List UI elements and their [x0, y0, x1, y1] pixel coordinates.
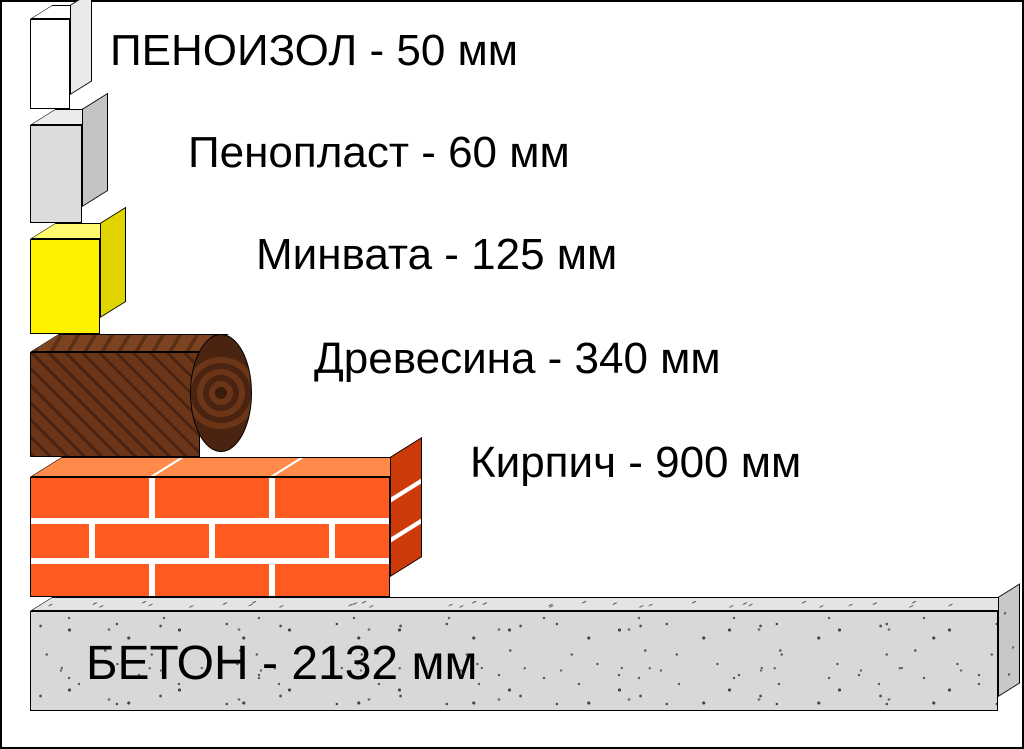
penoizol-front-face — [30, 19, 70, 109]
minvata-front-face — [30, 239, 100, 334]
wood-front-face — [30, 352, 200, 457]
wood-block — [30, 352, 200, 457]
penoplast-block — [30, 125, 82, 223]
brick-label: Кирпич - 900 мм — [470, 438, 801, 488]
penoizol-label: ПЕНОИЗОЛ - 50 мм — [110, 26, 518, 76]
brick-block — [30, 477, 390, 597]
minvata-label: Минвата - 125 мм — [256, 230, 617, 280]
penoplast-side-face — [82, 93, 108, 207]
penoplast-label: Пенопласт - 60 мм — [188, 128, 570, 178]
concrete-top-face — [30, 597, 1020, 611]
brick-front-face — [30, 477, 390, 597]
concrete-label: БЕТОН - 2132 мм — [86, 636, 477, 691]
wood-log-end — [190, 334, 252, 452]
wood-label: Древесина - 340 мм — [314, 334, 721, 384]
penoizol-side-face — [70, 0, 92, 95]
minvata-block — [30, 239, 100, 334]
diagram-canvas: ПЕНОИЗОЛ - 50 мм Пенопласт - 60 мм Минва… — [0, 0, 1024, 749]
penoizol-block — [30, 19, 70, 109]
concrete-side-face — [998, 583, 1020, 697]
brick-top-face — [30, 457, 422, 477]
penoplast-front-face — [30, 125, 82, 223]
minvata-side-face — [100, 207, 126, 318]
brick-side-face — [390, 437, 422, 577]
